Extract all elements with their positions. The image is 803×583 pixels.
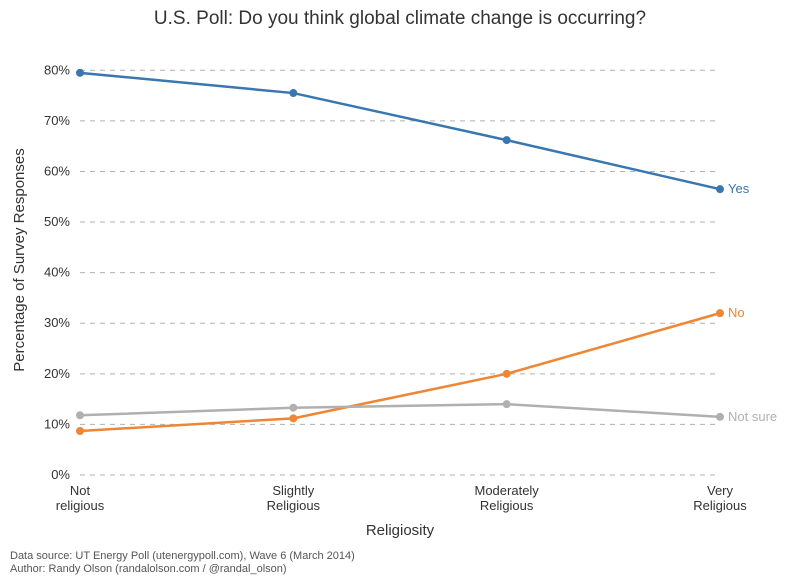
series-label: Yes: [728, 181, 750, 196]
series-label: No: [728, 305, 745, 320]
series-marker: [76, 69, 84, 77]
series-marker: [289, 89, 297, 97]
x-tick-label: VeryReligious: [693, 483, 747, 513]
series-marker: [503, 400, 511, 408]
series-marker: [76, 411, 84, 419]
chart-title: U.S. Poll: Do you think global climate c…: [154, 8, 646, 29]
series-label: Not sure: [728, 409, 777, 424]
y-tick-label: 10%: [44, 416, 70, 431]
series-marker: [289, 414, 297, 422]
series-line: [80, 404, 720, 417]
series-marker: [716, 413, 724, 421]
y-tick-label: 70%: [44, 113, 70, 128]
chart-container: U.S. Poll: Do you think global climate c…: [0, 0, 803, 583]
source-line: Author: Randy Olson (randalolson.com / @…: [10, 563, 287, 575]
series-marker: [503, 136, 511, 144]
y-tick-label: 30%: [44, 315, 70, 330]
series-marker: [716, 309, 724, 317]
y-axis-label: Percentage of Survey Responses: [11, 148, 28, 371]
chart-svg: U.S. Poll: Do you think global climate c…: [0, 0, 803, 583]
y-tick-label: 40%: [44, 265, 70, 280]
series-marker: [76, 427, 84, 435]
series-marker: [289, 404, 297, 412]
y-tick-label: 50%: [44, 214, 70, 229]
series-line: [80, 313, 720, 431]
series-marker: [503, 370, 511, 378]
x-axis-label: Religiosity: [366, 522, 435, 539]
x-tick-label: SlightlyReligious: [267, 483, 321, 513]
x-tick-label: ModeratelyReligious: [475, 483, 540, 513]
y-tick-label: 20%: [44, 366, 70, 381]
y-tick-label: 0%: [51, 467, 70, 482]
y-tick-label: 60%: [44, 163, 70, 178]
source-line: Data source: UT Energy Poll (utenergypol…: [10, 550, 355, 562]
x-tick-label: Notreligious: [56, 483, 105, 513]
series-marker: [716, 185, 724, 193]
y-tick-label: 80%: [44, 62, 70, 77]
